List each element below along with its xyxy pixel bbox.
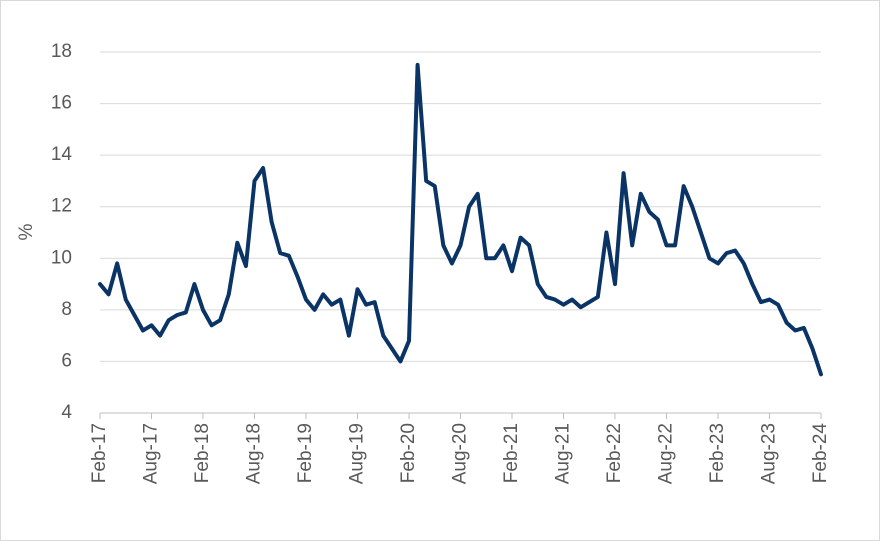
x-tick-label: Feb-23: [707, 423, 728, 483]
x-tick-label: Aug-22: [656, 423, 677, 484]
x-tick-label: Aug-17: [141, 423, 162, 484]
y-tick-label: 16: [51, 93, 72, 114]
x-tick-label: Feb-24: [810, 423, 831, 484]
x-tick-label: Feb-19: [295, 423, 316, 483]
data-line: [98, 62, 823, 377]
x-tick-label: Feb-18: [192, 423, 213, 483]
x-tick-label: Feb-17: [89, 423, 110, 483]
y-tick-label: 18: [51, 41, 72, 62]
x-tick-label: Feb-21: [501, 423, 522, 483]
y-tick-label: 8: [61, 299, 72, 320]
y-tick-label: 6: [61, 350, 72, 371]
y-tick-label: 4: [61, 402, 72, 423]
x-tick-label: Aug-19: [347, 423, 368, 484]
x-tick-label: Feb-22: [604, 423, 625, 483]
x-tick-label: Aug-23: [759, 423, 780, 484]
x-tick-label: Aug-20: [450, 423, 471, 484]
x-tick-label: Aug-18: [244, 423, 265, 484]
x-tick-label: Aug-21: [553, 423, 574, 484]
y-tick-label: 10: [51, 247, 72, 268]
y-tick-label: 12: [51, 196, 72, 217]
y-tick-label: 14: [51, 144, 73, 165]
y-axis-label: %: [16, 223, 37, 240]
x-tick-label: Feb-20: [398, 423, 419, 483]
